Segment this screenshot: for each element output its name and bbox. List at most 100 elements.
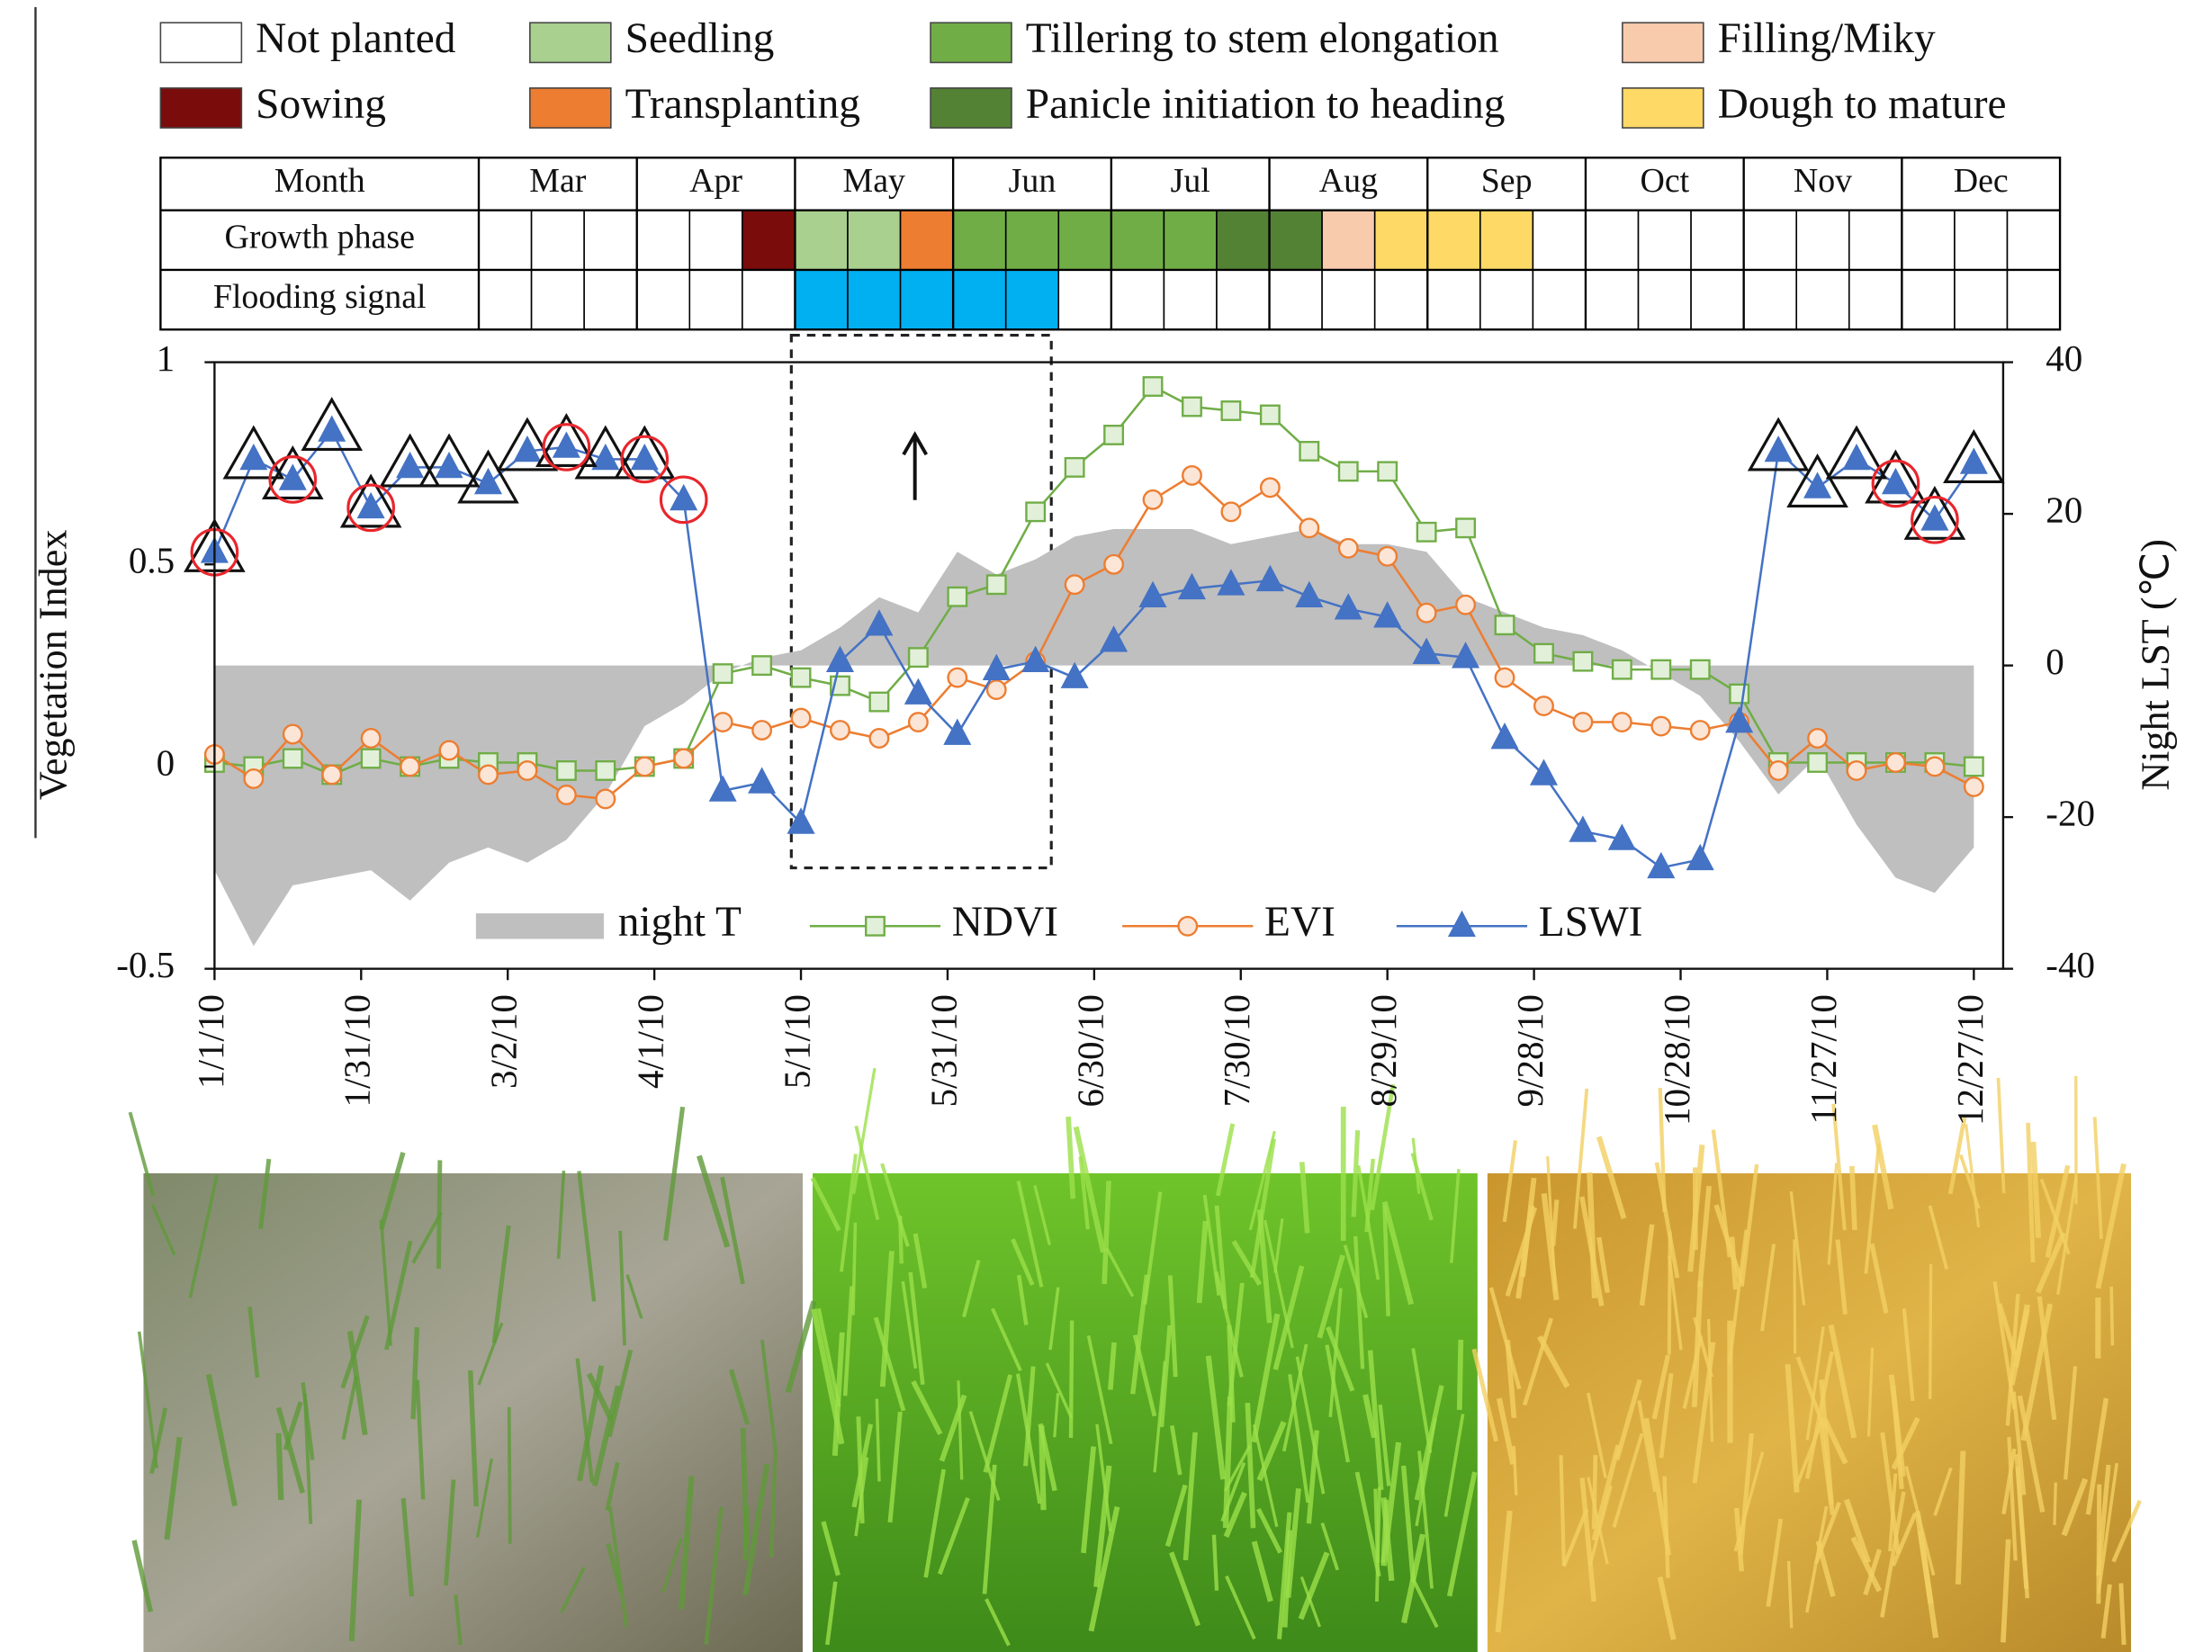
month-label: Apr — [689, 162, 742, 200]
marker — [1417, 604, 1436, 623]
marker — [866, 917, 885, 936]
flooding-cell — [953, 270, 1006, 329]
x-tick-label: 8/29/10 — [1362, 994, 1404, 1107]
marker — [831, 721, 850, 740]
marker — [632, 445, 657, 470]
marker — [635, 758, 654, 777]
marker — [1456, 519, 1475, 538]
x-tick-label: 5/31/10 — [922, 994, 964, 1107]
marker — [1179, 917, 1198, 936]
marker — [949, 669, 967, 687]
marker — [1848, 761, 1866, 780]
flooding-cell — [1955, 270, 2008, 329]
marker — [1766, 437, 1791, 462]
growth-cell — [795, 211, 848, 270]
growth-cell — [479, 211, 532, 270]
photo-texture — [1460, 1340, 1461, 1410]
photo-texture — [1669, 1232, 1670, 1355]
marker — [515, 437, 540, 462]
x-tick-label: 9/28/10 — [1509, 994, 1551, 1107]
growth-cell — [1322, 211, 1375, 270]
y-axis-title: Vegetation Index — [31, 530, 75, 801]
plot — [186, 377, 2002, 946]
legend-swatch — [530, 22, 611, 62]
flooding-cell — [1744, 270, 1797, 329]
marker — [319, 417, 345, 441]
photo-texture — [130, 1112, 154, 1196]
marker — [553, 433, 579, 457]
flooding-cell — [1639, 270, 1692, 329]
marker — [1961, 449, 1986, 473]
growth-cell — [1164, 211, 1217, 270]
marker — [1769, 761, 1788, 780]
x-tick-label: 7/30/10 — [1216, 994, 1257, 1107]
marker — [1104, 426, 1123, 444]
marker — [440, 741, 459, 760]
marker — [1300, 519, 1319, 538]
growth-cell — [848, 211, 901, 270]
marker — [1691, 660, 1710, 679]
marker — [1026, 503, 1045, 522]
photo-texture — [2121, 1584, 2124, 1646]
flooding-cell — [1796, 270, 1849, 329]
growth-cell — [1849, 211, 1902, 270]
legend-swatch — [1623, 22, 1704, 62]
flooding-cell — [1849, 270, 1902, 329]
marker — [1339, 539, 1358, 558]
marker — [1449, 912, 1474, 937]
marker — [1496, 615, 1515, 634]
growth-cell — [901, 211, 954, 270]
marker — [1534, 644, 1553, 663]
marker — [792, 709, 811, 728]
growth-cell — [953, 211, 1006, 270]
marker — [1531, 760, 1556, 785]
legend-swatch — [931, 22, 1012, 62]
marker — [1492, 724, 1517, 749]
growth-cell — [1480, 211, 1533, 270]
flooding-cell — [584, 270, 637, 329]
growth-cell — [584, 211, 637, 270]
marker — [1691, 721, 1710, 740]
marker — [1687, 846, 1713, 870]
marker — [1378, 462, 1397, 481]
month-label: Oct — [1640, 162, 1689, 200]
marker — [362, 729, 381, 748]
marker — [1062, 663, 1087, 687]
flooding-cell — [1270, 270, 1323, 329]
month-label: Jul — [1171, 162, 1210, 200]
row-label: Flooding signal — [213, 278, 427, 316]
marker — [436, 453, 462, 478]
growth-cell — [1006, 211, 1059, 270]
marker — [792, 669, 811, 687]
flooding-cell — [848, 270, 901, 329]
flooding-cell — [1058, 270, 1111, 329]
legend-label: Tillering to stem elongation — [1026, 15, 1499, 62]
flooding-cell — [1480, 270, 1533, 329]
y2-tick-label: -20 — [2046, 793, 2095, 834]
marker — [397, 453, 422, 478]
marker — [909, 713, 928, 732]
month-label: Sep — [1481, 162, 1533, 200]
legend-label: LSWI — [1539, 899, 1643, 946]
legend-swatch — [160, 22, 241, 62]
marker — [674, 750, 693, 768]
marker — [1574, 713, 1593, 732]
month-label: Nov — [1794, 162, 1852, 200]
photo-texture — [1071, 1321, 1072, 1438]
marker — [905, 679, 931, 704]
legend-label: Panicle initiation to heading — [1026, 81, 1506, 128]
marker — [1730, 685, 1749, 704]
marker — [1300, 442, 1319, 461]
y-tick-label: 0.5 — [129, 540, 175, 581]
marker — [752, 656, 771, 675]
flooding-cell — [689, 270, 742, 329]
marker — [241, 445, 266, 470]
x-tick-label: 6/30/10 — [1069, 994, 1110, 1107]
flooding-cell — [1691, 270, 1744, 329]
marker — [714, 713, 733, 732]
marker — [557, 761, 576, 780]
photo-texture — [279, 1433, 282, 1500]
photo-texture — [1794, 1239, 1795, 1353]
flooding-cell — [1427, 270, 1480, 329]
flooding-cell — [901, 270, 954, 329]
